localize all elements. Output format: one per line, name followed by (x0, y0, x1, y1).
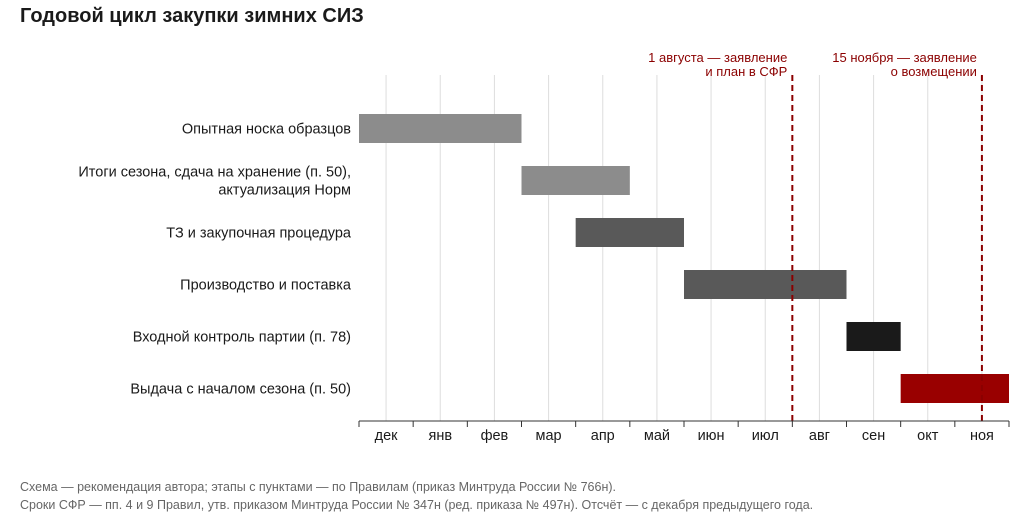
month-tick-label: фев (481, 428, 509, 444)
deadline-marker-label: 1 августа — заявление (648, 50, 787, 65)
month-tick-label: окт (917, 428, 939, 444)
month-tick-label: апр (591, 428, 615, 444)
task-bar (900, 374, 1009, 403)
deadline-marker-label: о возмещении (891, 64, 977, 79)
task-bars (359, 114, 1009, 403)
month-tick-label: янв (428, 428, 452, 444)
chart-title: Годовой цикл закупки зимних СИЗ (20, 5, 364, 27)
month-tick-label: мар (536, 428, 562, 444)
grid-lines (385, 75, 983, 421)
task-label: Производство и поставка (180, 278, 352, 294)
month-tick-label: ноя (970, 428, 994, 444)
footnotes: Схема — рекомендация автора; этапы с пун… (20, 478, 813, 514)
task-bar (846, 322, 901, 351)
month-tick-label: сен (862, 428, 885, 444)
month-tick-label: май (644, 428, 670, 444)
task-labels: Опытная носка образцов Итоги сезона, сдач… (78, 122, 352, 398)
deadline-marker-label: и план в СФР (705, 64, 787, 79)
task-label: Выдача с началом сезона (п. 50) (130, 382, 351, 398)
month-tick-label: июл (752, 428, 779, 444)
month-tick-label: июн (698, 428, 725, 444)
footnote-line: Схема — рекомендация автора; этапы с пун… (20, 480, 616, 494)
x-axis: дек янв фев мар апр май июн июл авг сен окт ноя (358, 420, 1010, 444)
task-label: ТЗ и закупочная процедура (166, 226, 352, 242)
task-bar (684, 270, 847, 299)
month-tick-label: дек (375, 428, 399, 444)
task-label: Опытная носка образцов (182, 122, 351, 138)
task-bar (521, 166, 630, 195)
month-tick-label: авг (809, 428, 830, 444)
task-label: актуализация Норм (218, 183, 351, 199)
deadline-marker-label: 15 ноября — заявление (832, 50, 977, 65)
task-label: Входной контроль партии (п. 78) (133, 330, 351, 346)
footnote-line: Сроки СФР — пп. 4 и 9 Правил, утв. прика… (20, 498, 814, 512)
task-bar (575, 218, 684, 247)
task-bar (359, 114, 522, 143)
task-label: Итоги сезона, сдача на хранение (п. 50), (78, 165, 351, 181)
